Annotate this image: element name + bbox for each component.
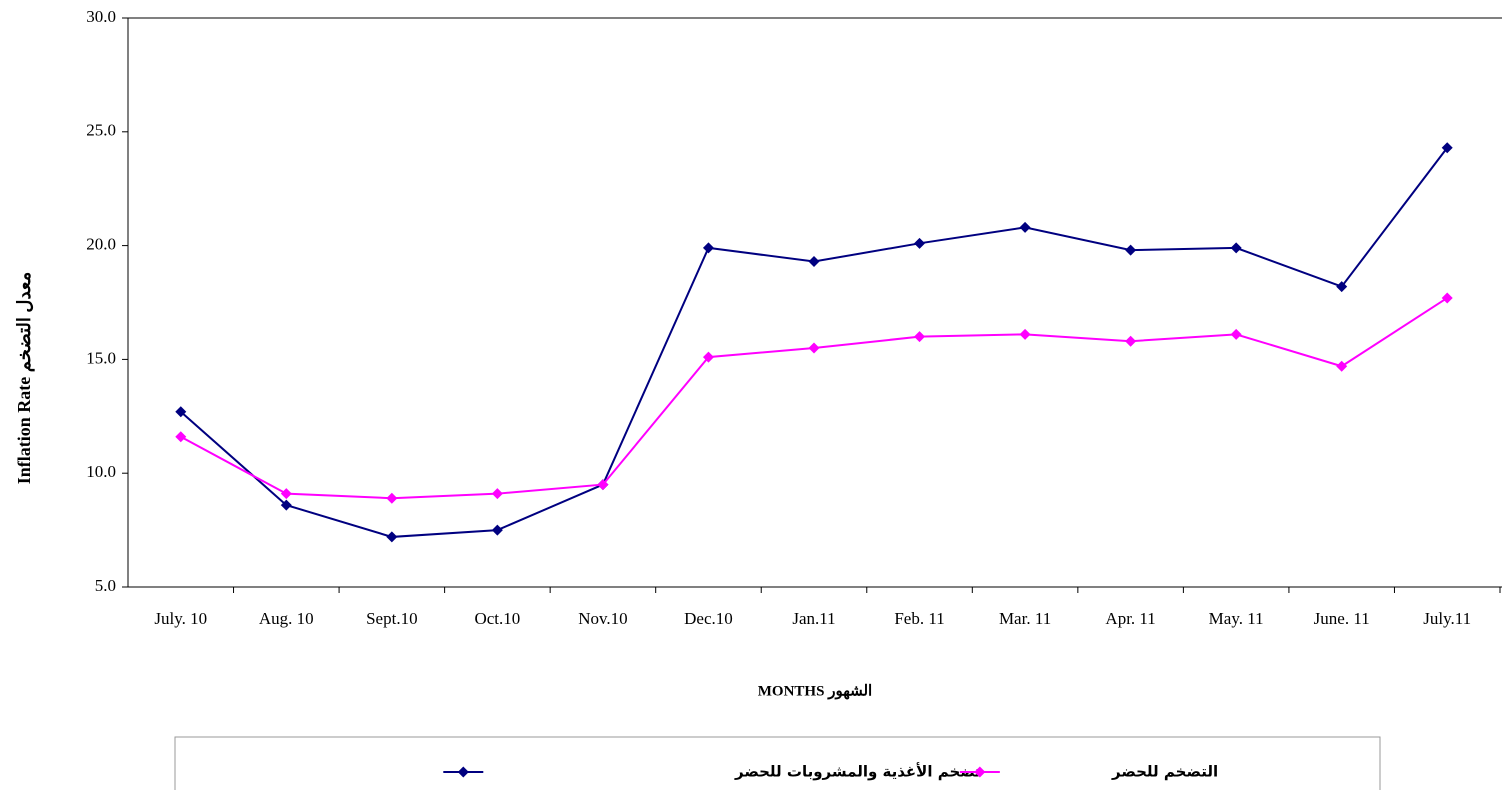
series-line [180, 297, 1448, 500]
legend-marker [974, 766, 986, 778]
legend-label: تضخم الأغذية والمشروبات للحضر [734, 763, 981, 781]
legend-label: التضخم للحضر [1111, 763, 1218, 781]
x-axis-label: MONTHS الشهور [758, 683, 872, 699]
point-marker [491, 488, 503, 500]
x-tick-label: Dec.10 [684, 609, 733, 628]
point-marker [1441, 142, 1453, 154]
point-marker [914, 331, 926, 343]
y-tick-label: 5.0 [95, 576, 116, 595]
y-tick-label: 30.0 [86, 7, 116, 26]
x-tick-label: Sept.10 [366, 609, 417, 628]
point-marker [1336, 360, 1348, 372]
point-marker [914, 237, 926, 249]
point-marker [1019, 221, 1031, 233]
point-marker [280, 499, 292, 511]
x-tick-label: May. 11 [1209, 609, 1264, 628]
point-marker [597, 479, 609, 491]
point-marker [175, 406, 187, 418]
legend-marker [457, 766, 469, 778]
x-tick-label: Mar. 11 [999, 609, 1051, 628]
y-tick-label: 20.0 [86, 235, 116, 254]
x-tick-label: Aug. 10 [259, 609, 314, 628]
point-marker [702, 242, 714, 254]
legend-box [174, 736, 1381, 790]
point-marker [491, 524, 503, 536]
point-marker [1336, 281, 1348, 293]
point-marker [1125, 244, 1137, 256]
point-marker [386, 531, 398, 543]
x-tick-label: July. 10 [154, 609, 207, 628]
point-marker [808, 256, 820, 268]
x-tick-label: Apr. 11 [1105, 609, 1155, 628]
point-marker [1230, 328, 1242, 340]
point-marker [1019, 328, 1031, 340]
point-marker [808, 342, 820, 354]
point-marker [1230, 242, 1242, 254]
y-axis-label: Inflation Rate معدل التضخم [14, 272, 35, 484]
x-tick-label: Oct.10 [474, 609, 520, 628]
point-marker [280, 488, 292, 500]
y-tick-label: 25.0 [86, 121, 116, 140]
x-tick-label: Jan.11 [792, 609, 835, 628]
x-tick-label: July.11 [1423, 609, 1471, 628]
series-line [180, 147, 1449, 538]
x-tick-label: Nov.10 [578, 609, 627, 628]
point-marker [175, 431, 187, 443]
point-marker [1441, 292, 1453, 304]
x-tick-label: June. 11 [1314, 609, 1370, 628]
x-tick-label: Feb. 11 [894, 609, 944, 628]
y-tick-label: 10.0 [86, 462, 116, 481]
y-tick-label: 15.0 [86, 348, 116, 367]
point-marker [702, 351, 714, 363]
point-marker [1125, 335, 1137, 347]
point-marker [386, 492, 398, 504]
